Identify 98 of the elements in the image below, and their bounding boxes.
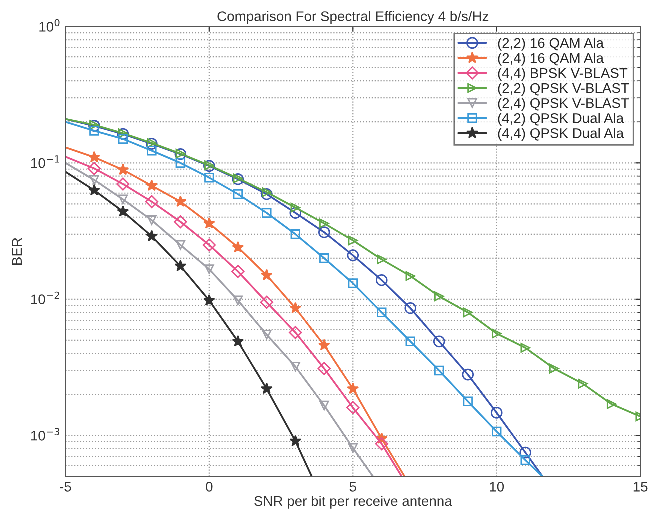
point	[260, 382, 273, 394]
point	[176, 158, 186, 168]
point	[145, 195, 159, 208]
point	[260, 269, 273, 281]
point	[233, 296, 244, 306]
point	[492, 328, 502, 339]
point	[88, 184, 100, 196]
x-axis-title: SNR per bit per receive antenna	[254, 496, 452, 509]
point	[117, 164, 130, 176]
point	[347, 382, 360, 394]
legend-label: (2,4) 16 QAM Ala	[498, 52, 604, 66]
point	[434, 292, 444, 302]
point	[348, 278, 358, 288]
point	[202, 238, 216, 252]
point	[146, 230, 158, 242]
point	[578, 379, 588, 389]
point	[261, 188, 273, 200]
point	[118, 194, 128, 204]
point	[318, 362, 331, 376]
point	[147, 216, 157, 226]
point	[290, 230, 301, 240]
point	[404, 302, 417, 314]
point	[260, 296, 274, 310]
line-series	[66, 171, 313, 477]
x-tick-label: 10	[490, 482, 504, 492]
point	[375, 437, 388, 451]
point	[320, 400, 330, 411]
point	[232, 241, 244, 253]
point	[204, 264, 214, 274]
point	[174, 260, 187, 272]
point	[290, 202, 301, 213]
point	[348, 443, 358, 454]
point	[204, 172, 214, 183]
point	[147, 146, 157, 156]
point	[377, 308, 387, 318]
point	[433, 336, 446, 348]
point	[90, 175, 100, 186]
point	[290, 435, 302, 447]
point	[377, 254, 387, 264]
legend-label: (4,4) BPSK V-BLAST	[498, 68, 628, 81]
point	[490, 407, 503, 419]
point	[520, 455, 530, 466]
point	[320, 254, 330, 264]
legend-label: (4,2) QPSK Dual Ala	[498, 113, 624, 126]
point	[318, 339, 330, 351]
point	[318, 226, 330, 238]
chart-title: Comparison For Spectral Efficiency 4 b/s/Hz	[218, 11, 489, 24]
point	[347, 250, 360, 262]
point	[176, 240, 186, 250]
point	[262, 330, 272, 340]
point	[116, 178, 130, 191]
y-tick-label: 10$^{−1}$	[31, 156, 60, 168]
point	[262, 188, 272, 198]
legend-label: (2,2) QPSK V-BLAST	[498, 83, 630, 96]
point	[174, 215, 188, 229]
point	[406, 336, 416, 347]
legend-label: (2,4) QPSK V-BLAST	[498, 98, 630, 112]
point	[290, 207, 302, 219]
point	[463, 308, 473, 318]
point	[463, 396, 473, 406]
legend-label: (4,4) QPSK Dual Ala	[498, 128, 624, 142]
point	[203, 294, 216, 306]
x-tick-label: 0	[206, 482, 213, 492]
point	[117, 205, 130, 217]
point	[90, 126, 100, 136]
point	[492, 426, 502, 437]
y-tick-label: 10$^{−3}$	[31, 428, 60, 441]
y-axis-title: BER	[12, 238, 22, 265]
point	[232, 335, 244, 347]
x-tick-label: -5	[60, 482, 72, 492]
point	[348, 236, 358, 246]
point	[520, 343, 530, 353]
point	[203, 217, 216, 229]
point	[406, 271, 416, 282]
point	[146, 180, 158, 192]
point	[118, 134, 128, 144]
point	[606, 399, 617, 410]
point	[434, 366, 444, 376]
y-tick-label: 10$^{0}$	[40, 19, 60, 32]
point	[233, 190, 244, 200]
point	[290, 302, 302, 314]
point	[174, 196, 187, 208]
point	[320, 218, 330, 228]
point	[520, 446, 532, 459]
point	[346, 401, 360, 415]
point	[376, 274, 388, 286]
x-tick-label: 5	[350, 482, 356, 492]
point	[262, 208, 272, 218]
point	[232, 265, 245, 278]
x-tick-label: 15	[634, 482, 648, 492]
point	[549, 364, 560, 374]
y-tick-label: 10$^{−2}$	[31, 292, 60, 305]
point	[290, 362, 301, 372]
legend-label: (2,2) 16 QAM Ala	[498, 38, 604, 51]
point	[88, 151, 100, 163]
point	[289, 326, 302, 340]
point	[462, 368, 474, 381]
point	[88, 162, 102, 176]
